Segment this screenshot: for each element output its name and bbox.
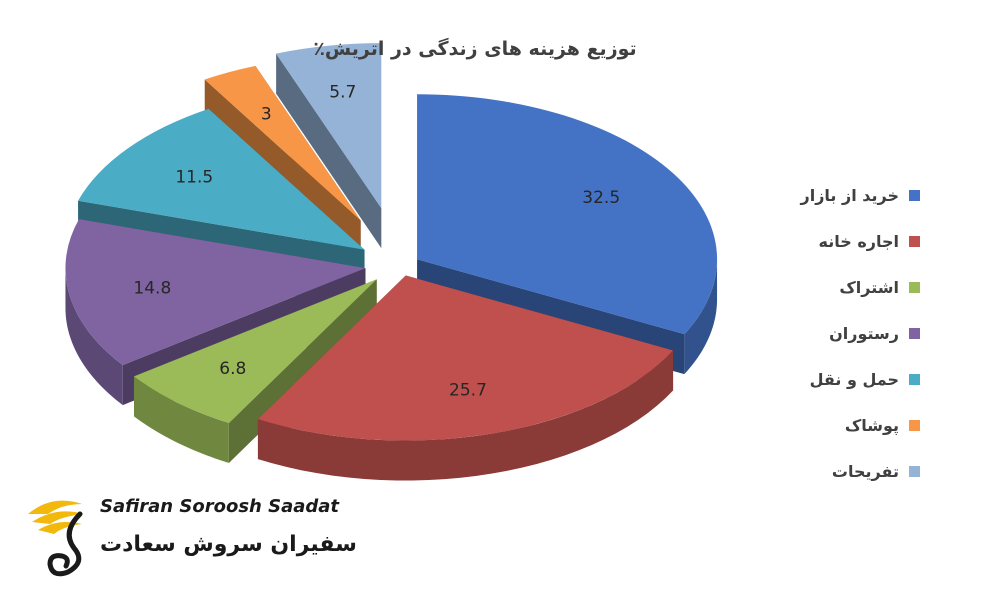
data-label-2: 6.8: [219, 359, 246, 379]
legend-label-6: تفریحات: [831, 461, 899, 481]
data-label-1: 25.7: [449, 380, 487, 400]
legend-swatch-6: [909, 465, 920, 477]
logo-text-english: Safiran Soroosh Saadat: [100, 496, 340, 517]
pie-slice-top-6: [276, 43, 382, 209]
data-label-5: 3: [261, 105, 272, 125]
pie-slice-1: [257, 275, 674, 481]
pie-slice-top-2: [133, 279, 377, 423]
pie-slice-top-3: [65, 219, 366, 366]
legend-label-3: رستوران: [829, 323, 899, 343]
legend-swatch-3: [909, 327, 920, 339]
pie-slice-top-0: [417, 94, 718, 335]
legend-item-3: رستوران: [780, 310, 920, 356]
pie-slice-top-4: [78, 108, 365, 250]
legend-item-2: اشتراک: [780, 264, 920, 310]
pie-slice-top-1: [257, 275, 674, 441]
legend-item-6: تفریحات: [780, 448, 920, 494]
legend-label-2: اشتراک: [839, 277, 899, 297]
pie-slice-wall-3: [65, 268, 123, 406]
legend-item-5: پوشاک: [780, 402, 920, 448]
pie-slice-wall-2: [133, 376, 229, 463]
data-label-4: 11.5: [175, 168, 213, 188]
legend-swatch-5: [909, 419, 920, 431]
legend-label-1: اجاره خانه: [818, 231, 900, 251]
chart-title: توزیع هزینه های زندگی در اتریش٪: [313, 38, 637, 60]
legend-label-0: خرید از بازار: [800, 185, 900, 205]
pie-slice-side-6: [276, 53, 382, 249]
data-label-6: 5.7: [329, 82, 356, 102]
legend-label-5: پوشاک: [844, 415, 899, 435]
legend-item-0: خرید از بازار: [780, 172, 920, 218]
legend-swatch-2: [909, 281, 920, 293]
pie-slice-6: [276, 43, 382, 249]
logo-text-persian: سفیران سروش سعادت: [100, 532, 357, 557]
data-label-3: 14.8: [133, 278, 171, 298]
pie-slice-wall-1: [257, 350, 674, 481]
pie-slice-top-5: [204, 65, 361, 221]
golden-wing-swirl-icon: [28, 500, 84, 577]
company-logo: Safiran Soroosh Saadat سفیران سروش سعادت: [22, 492, 357, 582]
pie-slice-wall-0: [684, 259, 718, 375]
legend-label-4: حمل و نقل: [809, 369, 899, 389]
legend-item-1: اجاره خانه: [780, 218, 920, 264]
legend-swatch-0: [909, 189, 920, 201]
data-label-0: 32.5: [582, 188, 620, 208]
legend-item-4: حمل و نقل: [780, 356, 920, 402]
legend-swatch-1: [909, 235, 920, 247]
legend-swatch-4: [909, 373, 920, 385]
legend: خرید از بازار اجاره خانه اشتراک رستوران حمل …: [780, 172, 920, 494]
